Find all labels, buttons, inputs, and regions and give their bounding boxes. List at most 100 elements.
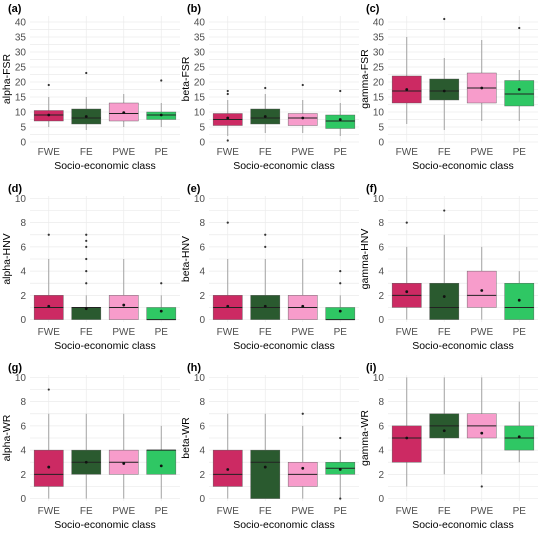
outlier-point xyxy=(480,485,483,488)
panel-label: (b) xyxy=(187,3,201,15)
box-pwe xyxy=(287,259,318,320)
box-fwe xyxy=(33,233,64,320)
x-tick-label: FWE xyxy=(396,506,419,517)
y-tick-label: 25 xyxy=(373,63,385,74)
mean-point xyxy=(480,289,484,292)
y-tick-label: 0 xyxy=(20,494,26,505)
box-fe xyxy=(250,233,281,320)
y-tick-label: 35 xyxy=(194,33,206,44)
x-axis-title: Socio-economic class xyxy=(54,160,156,172)
mean-point xyxy=(301,304,305,308)
x-tick-label: PWE xyxy=(291,147,314,158)
mean-point xyxy=(338,309,342,313)
y-tick-label: 4 xyxy=(199,267,205,278)
box-pe xyxy=(504,26,535,121)
y-tick-label: 35 xyxy=(15,33,27,44)
outlier-point xyxy=(226,221,229,224)
x-tick-label: PE xyxy=(155,506,169,517)
y-tick-label: 40 xyxy=(194,18,206,29)
y-tick-label: 40 xyxy=(15,18,27,29)
x-tick-label: FWE xyxy=(217,147,240,158)
x-tick-label: PWE xyxy=(291,506,314,517)
y-tick-label: 25 xyxy=(194,63,206,74)
x-tick-label: FWE xyxy=(396,327,419,338)
outlier-point xyxy=(518,26,521,30)
y-tick-label: 8 xyxy=(199,218,205,229)
box-fwe xyxy=(33,83,64,127)
panel-label: (a) xyxy=(8,3,22,15)
x-tick-label: PWE xyxy=(112,327,135,338)
y-tick-label: 8 xyxy=(199,397,205,408)
x-axis-title: Socio-economic class xyxy=(233,160,335,172)
panel-f: 0 2 4 6 8 10 FWE FE PWE PE (f) gamma-HNV Socio-econo… xyxy=(359,183,538,352)
box-fe xyxy=(429,377,460,475)
y-tick-label: 2 xyxy=(199,291,205,302)
y-tick-label: 0 xyxy=(378,315,384,326)
y-tick-label: 0 xyxy=(20,138,26,149)
y-tick-label: 8 xyxy=(378,218,384,229)
outlier-point xyxy=(443,17,446,21)
box-pwe xyxy=(108,413,139,499)
y-tick-label: 6 xyxy=(378,242,384,253)
panel-label: (c) xyxy=(366,3,380,15)
y-tick-label: 10 xyxy=(194,108,206,119)
box-fe xyxy=(429,209,460,320)
x-axis-title: Socio-economic class xyxy=(233,340,335,352)
y-tick-label: 30 xyxy=(373,48,385,59)
y-tick-label: 4 xyxy=(199,446,205,457)
y-axis-title: gamma-HNV xyxy=(359,229,371,290)
outlier-point xyxy=(226,92,229,96)
mean-point xyxy=(263,304,267,308)
y-tick-label: 30 xyxy=(15,48,27,59)
mean-point xyxy=(405,88,409,91)
y-tick-label: 10 xyxy=(15,108,27,119)
mean-point xyxy=(226,116,230,120)
outlier-point xyxy=(301,412,304,415)
y-tick-label: 10 xyxy=(15,373,27,384)
x-tick-label: FE xyxy=(259,327,272,338)
mean-point xyxy=(480,86,484,90)
outlier-point xyxy=(339,282,342,285)
outlier-point xyxy=(339,497,342,500)
x-tick-label: PWE xyxy=(470,506,493,517)
x-tick-label: PWE xyxy=(112,506,135,517)
y-tick-label: 0 xyxy=(199,315,205,326)
box-pwe xyxy=(287,412,318,499)
box-pwe xyxy=(108,94,139,127)
box-pwe xyxy=(108,259,139,320)
x-tick-label: FE xyxy=(80,327,93,338)
x-tick-label: PWE xyxy=(112,147,135,158)
y-tick-label: 2 xyxy=(378,470,384,481)
y-tick-label: 30 xyxy=(194,48,206,59)
y-tick-label: 20 xyxy=(373,78,385,89)
outlier-point xyxy=(85,233,88,236)
box-fe xyxy=(71,413,102,499)
x-tick-label: FWE xyxy=(217,506,240,517)
box-pe xyxy=(325,89,356,136)
mean-point xyxy=(263,115,267,118)
x-tick-label: FWE xyxy=(38,506,61,517)
outlier-point xyxy=(264,233,267,236)
x-axis-title: Socio-economic class xyxy=(54,340,156,352)
mean-point xyxy=(159,464,163,468)
mean-point xyxy=(442,89,446,93)
y-tick-label: 6 xyxy=(199,242,205,253)
panel-d: 0 2 4 6 8 10 FWE FE PWE PE (d) alpha-HNV Socio-econo… xyxy=(1,183,180,352)
outlier-point xyxy=(226,89,229,93)
x-axis-title: Socio-economic class xyxy=(233,519,335,531)
mean-point xyxy=(517,88,521,91)
x-tick-label: PWE xyxy=(470,327,493,338)
outlier-point xyxy=(85,270,88,273)
panel-a: 0 5 10 15 20 25 30 35 40 FWE FE PWE PE (a) alpha-FSR So… xyxy=(1,3,180,172)
x-tick-label: FE xyxy=(80,147,93,158)
box-pe xyxy=(325,270,356,321)
box-pwe xyxy=(287,83,318,133)
y-tick-label: 0 xyxy=(378,138,384,149)
outlier-point xyxy=(47,388,50,391)
mean-point xyxy=(122,303,126,307)
box-pwe xyxy=(466,40,497,121)
mean-point xyxy=(517,298,521,302)
mean-point xyxy=(480,431,484,435)
y-tick-label: 10 xyxy=(15,194,27,205)
y-tick-label: 0 xyxy=(199,494,205,505)
